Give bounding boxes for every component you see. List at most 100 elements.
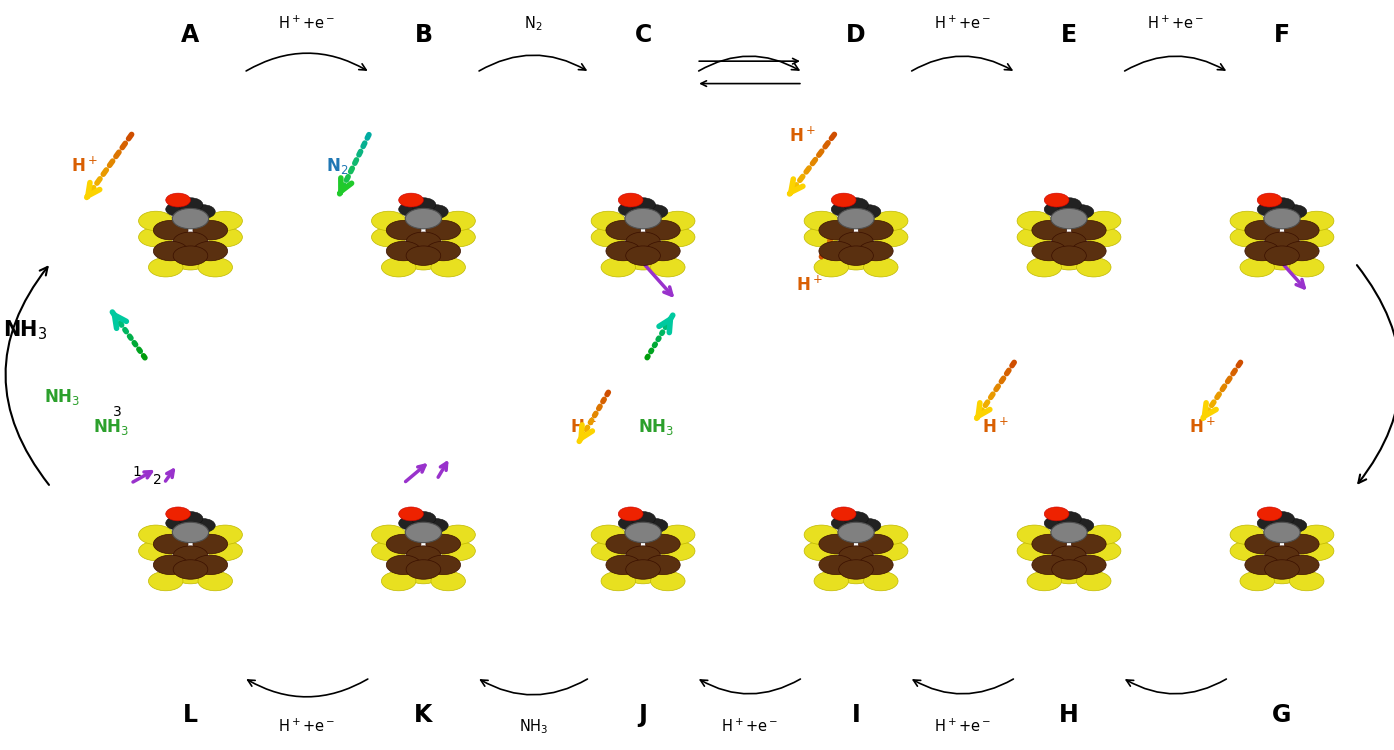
Circle shape [1018,525,1051,544]
Circle shape [173,546,208,566]
Circle shape [1257,202,1282,216]
Circle shape [1072,555,1107,574]
Circle shape [838,209,874,229]
Circle shape [1230,525,1264,544]
Circle shape [843,512,868,526]
Circle shape [831,507,856,520]
Circle shape [645,555,680,574]
Text: H$^+$: H$^+$ [789,126,817,146]
Circle shape [661,525,696,544]
Circle shape [804,211,839,230]
Circle shape [606,555,641,574]
Circle shape [166,507,191,520]
Circle shape [441,211,475,230]
Circle shape [863,257,898,277]
Circle shape [839,239,873,259]
Circle shape [1044,194,1069,207]
Circle shape [1057,512,1082,526]
Circle shape [431,572,466,591]
Circle shape [1230,211,1264,230]
Circle shape [626,246,661,266]
Circle shape [601,257,636,277]
Circle shape [1032,220,1066,240]
Circle shape [192,555,227,574]
Circle shape [399,516,424,530]
Circle shape [1051,522,1087,543]
Circle shape [441,525,475,544]
Circle shape [1289,257,1324,277]
Circle shape [874,525,907,544]
Circle shape [372,542,406,561]
Circle shape [173,239,208,259]
Circle shape [804,525,839,544]
Circle shape [372,211,406,230]
Circle shape [386,534,421,554]
Circle shape [208,542,243,561]
Circle shape [198,572,233,591]
Circle shape [1241,572,1274,591]
Circle shape [427,220,460,240]
Circle shape [1086,227,1121,247]
Circle shape [411,198,436,211]
Circle shape [173,553,208,572]
Circle shape [1032,555,1066,574]
Text: H$^+$+e$^-$: H$^+$+e$^-$ [1147,15,1204,32]
Circle shape [1257,507,1282,520]
Circle shape [625,209,661,229]
Circle shape [1264,565,1299,584]
Circle shape [166,516,191,530]
Circle shape [601,572,636,591]
Circle shape [856,518,881,532]
Circle shape [1032,242,1066,261]
Circle shape [427,534,460,554]
Circle shape [591,542,626,561]
Circle shape [591,525,626,544]
Text: G: G [1273,703,1292,727]
Text: H: H [1059,703,1079,727]
Circle shape [138,542,173,561]
Circle shape [178,512,204,526]
Circle shape [1230,542,1264,561]
Circle shape [651,257,684,277]
Circle shape [859,555,894,574]
Circle shape [804,542,839,561]
Circle shape [1245,534,1280,554]
Text: D: D [846,23,866,47]
Text: 2: 2 [153,472,162,487]
Circle shape [399,202,424,216]
Circle shape [814,257,849,277]
Circle shape [208,227,243,247]
Circle shape [1284,220,1319,240]
Circle shape [606,242,641,261]
Circle shape [831,202,856,216]
Circle shape [1245,242,1280,261]
Circle shape [1072,220,1107,240]
Circle shape [173,251,208,270]
Text: H$^+$: H$^+$ [983,418,1009,437]
Circle shape [1284,242,1319,261]
Circle shape [138,211,173,230]
Text: H$^+$: H$^+$ [570,418,597,437]
Circle shape [411,512,436,526]
Circle shape [838,522,874,543]
Circle shape [153,220,188,240]
Circle shape [591,227,626,247]
Circle shape [406,546,441,566]
Circle shape [138,525,173,544]
Circle shape [173,209,209,229]
Circle shape [839,565,873,584]
Circle shape [192,534,227,554]
Text: A: A [181,23,199,47]
Circle shape [859,534,894,554]
Circle shape [1245,220,1280,240]
Circle shape [1282,518,1306,532]
Circle shape [661,211,696,230]
Circle shape [1076,257,1111,277]
Circle shape [626,553,661,572]
Circle shape [399,194,424,207]
Text: NH$_3$: NH$_3$ [519,717,548,736]
Circle shape [606,534,641,554]
Circle shape [1018,211,1051,230]
Circle shape [651,572,684,591]
Circle shape [591,211,626,230]
